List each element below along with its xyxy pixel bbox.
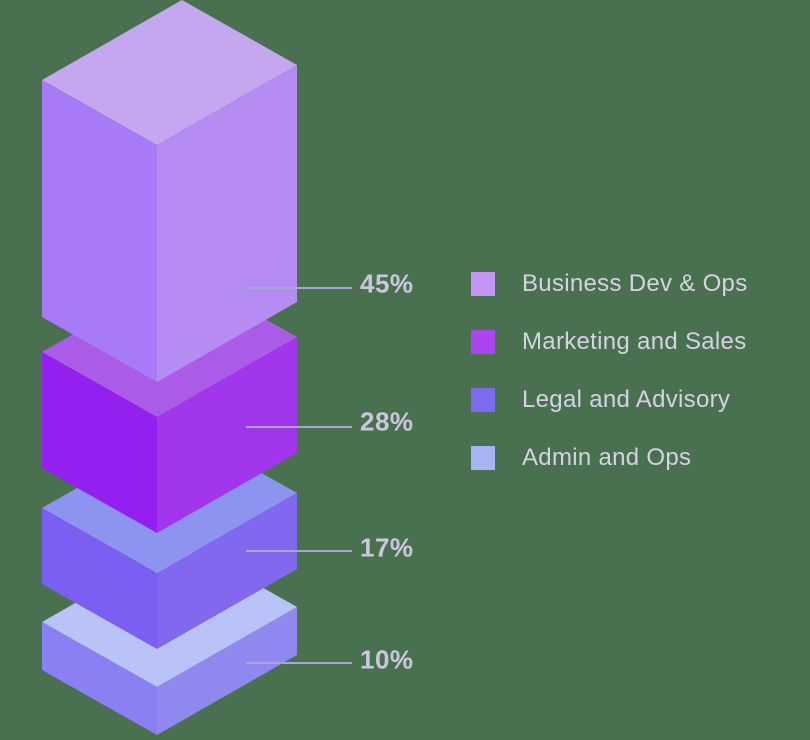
legend-swatch-icon <box>471 388 495 412</box>
block-3-left-face <box>42 508 157 649</box>
legend-label: Business Dev & Ops <box>522 270 748 297</box>
block-2-right-face <box>157 337 297 533</box>
legend-label: Legal and Advisory <box>522 386 731 413</box>
block-4-right-face <box>157 607 297 735</box>
legend: Business Dev & Ops Marketing and Sales L… <box>471 270 748 504</box>
leader-line <box>246 426 352 428</box>
leader-line <box>246 550 352 552</box>
legend-swatch-icon <box>471 272 495 296</box>
legend-item-legal-and-advisory: Legal and Advisory <box>471 386 748 413</box>
legend-label: Marketing and Sales <box>522 328 747 355</box>
block-1-right-face <box>157 65 297 382</box>
block-3-right-face <box>157 493 297 649</box>
legend-label: Admin and Ops <box>522 444 692 471</box>
leader-line <box>246 287 352 289</box>
leader-line <box>246 662 352 664</box>
block-1-top-face <box>42 0 297 145</box>
percent-label: 17% <box>360 532 414 563</box>
block-1-left-face <box>42 80 157 382</box>
block-2-left-face <box>42 352 157 533</box>
percent-label: 28% <box>360 406 414 437</box>
legend-item-marketing-and-sales: Marketing and Sales <box>471 328 748 355</box>
percent-label: 10% <box>360 644 414 675</box>
legend-item-business-dev-ops: Business Dev & Ops <box>471 270 748 297</box>
block-4-left-face <box>42 622 157 735</box>
percent-label: 45% <box>360 268 414 299</box>
legend-item-admin-and-ops: Admin and Ops <box>471 444 748 471</box>
legend-swatch-icon <box>471 330 495 354</box>
legend-swatch-icon <box>471 446 495 470</box>
